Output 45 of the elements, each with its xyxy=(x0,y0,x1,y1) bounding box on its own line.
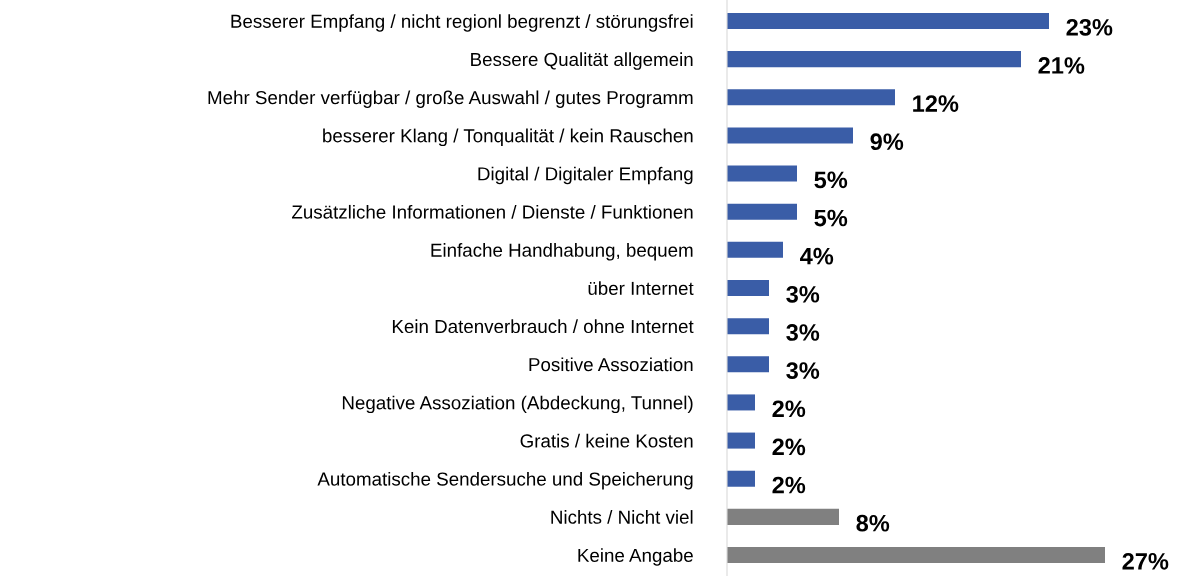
y-tick-label: Negative Assoziation (Abdeckung, Tunnel) xyxy=(342,395,693,414)
data-label: 2% xyxy=(772,438,806,456)
data-label: 21% xyxy=(1038,57,1085,74)
bar xyxy=(727,470,755,487)
bar xyxy=(727,318,769,335)
y-tick-label: Keine Angabe xyxy=(578,548,693,566)
bar xyxy=(727,127,853,144)
data-label: 3% xyxy=(786,362,820,379)
y-tick-label: Zusätzliche Informationen / Dienste / Funktionen xyxy=(292,204,693,219)
y-tick-label: Digital / Digitaler Empfang xyxy=(478,166,693,185)
data-label: 4% xyxy=(800,247,834,265)
bar xyxy=(727,279,769,297)
data-label: 3% xyxy=(786,285,820,303)
data-label: 2% xyxy=(772,476,806,494)
data-label: 2% xyxy=(772,400,806,418)
bar xyxy=(727,432,755,449)
y-tick-label: Besserer Empfang / nicht regionl begrenzt / störungsfrei xyxy=(231,14,693,32)
data-label: 9% xyxy=(870,133,904,151)
bar xyxy=(727,241,783,258)
data-label: 8% xyxy=(856,514,890,532)
data-label: 3% xyxy=(786,324,820,341)
y-tick-label: Einfache Handhabung, bequem xyxy=(431,243,693,261)
bar xyxy=(727,508,839,525)
bar xyxy=(727,203,797,220)
y-tick-label: Mehr Sender verfügbar / große Auswahl / gutes Programm xyxy=(208,90,693,108)
bar xyxy=(727,12,1049,29)
y-tick-label: Positive Assoziation xyxy=(529,357,693,372)
bar xyxy=(727,356,769,373)
bar xyxy=(727,547,1105,564)
y-tick-label: Automatische Sendersuche und Speicherung xyxy=(317,471,693,490)
y-tick-label: Nichts / Nicht viel xyxy=(551,510,693,524)
y-tick-label: Gratis / keine Kosten xyxy=(520,433,693,448)
data-label: 5% xyxy=(814,171,848,189)
bar xyxy=(727,51,1021,68)
data-label: 12% xyxy=(913,95,959,112)
data-label: 27% xyxy=(1122,552,1169,570)
data-label: 23% xyxy=(1066,18,1113,36)
data-label: 5% xyxy=(814,209,848,227)
y-tick-label: Kein Datenverbrauch / ohne Internet xyxy=(392,319,694,334)
y-tick-label: besserer Klang / Tonqualität / kein Rauschen xyxy=(323,128,693,147)
y-tick-label: Bessere Qualität allgemein xyxy=(471,52,693,70)
bar xyxy=(727,89,895,106)
bar xyxy=(727,394,755,411)
bar xyxy=(727,165,797,182)
y-tick-label: über Internet xyxy=(588,281,694,295)
